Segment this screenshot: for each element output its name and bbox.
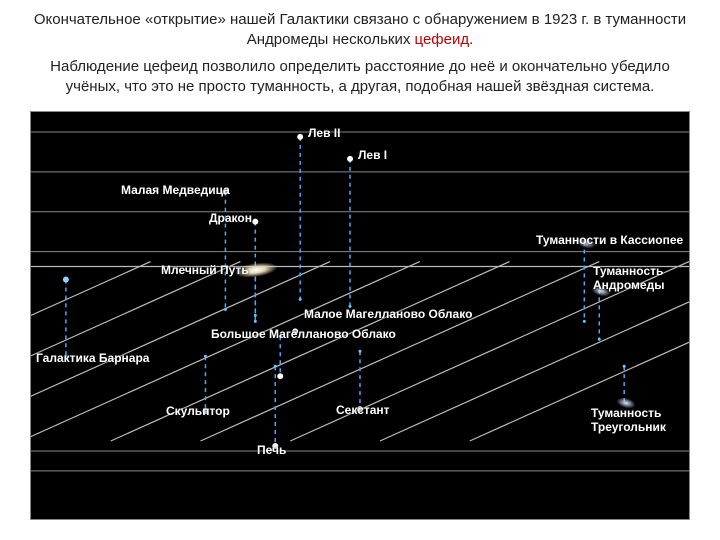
para1-part-a: Окончательное «открытие» нашей Галактики… bbox=[34, 11, 686, 48]
dots bbox=[63, 134, 626, 449]
object-label: Дракон bbox=[209, 212, 252, 226]
object-label: Галактика Барнара bbox=[36, 352, 149, 366]
paragraph-1: Окончательное «открытие» нашей Галактики… bbox=[30, 10, 690, 51]
object-label: Млечный Путь bbox=[161, 264, 249, 278]
object-label: Печь bbox=[257, 444, 286, 458]
object-label: Скульптор bbox=[166, 405, 230, 419]
object-label: Малая Медведица bbox=[121, 184, 230, 198]
paragraph-2: Наблюдение цефеид позволило определить р… bbox=[30, 57, 690, 98]
object-label: Лев I bbox=[358, 149, 387, 163]
object-label: Туманность Треугольник bbox=[591, 407, 690, 435]
object-label: Туманности в Кассиопее bbox=[536, 234, 683, 248]
slide-container: Окончательное «открытие» нашей Галактики… bbox=[0, 0, 720, 540]
object-label: Большое Магелланово Облако bbox=[211, 328, 396, 342]
cepheid-word: цефеид bbox=[415, 31, 470, 48]
object-label: Секстант bbox=[336, 404, 390, 418]
para1-part-b: . bbox=[469, 31, 473, 48]
object-label: Лев II bbox=[308, 127, 340, 141]
intro-text-block: Окончательное «открытие» нашей Галактики… bbox=[30, 10, 690, 97]
object-label: Туманность Андромеды bbox=[593, 265, 690, 293]
galaxy-diagram: Лев II Лев I Малая Медведица Дракон Млечный … bbox=[30, 111, 690, 520]
object-label: Малое Магелланово Облако bbox=[304, 308, 472, 322]
